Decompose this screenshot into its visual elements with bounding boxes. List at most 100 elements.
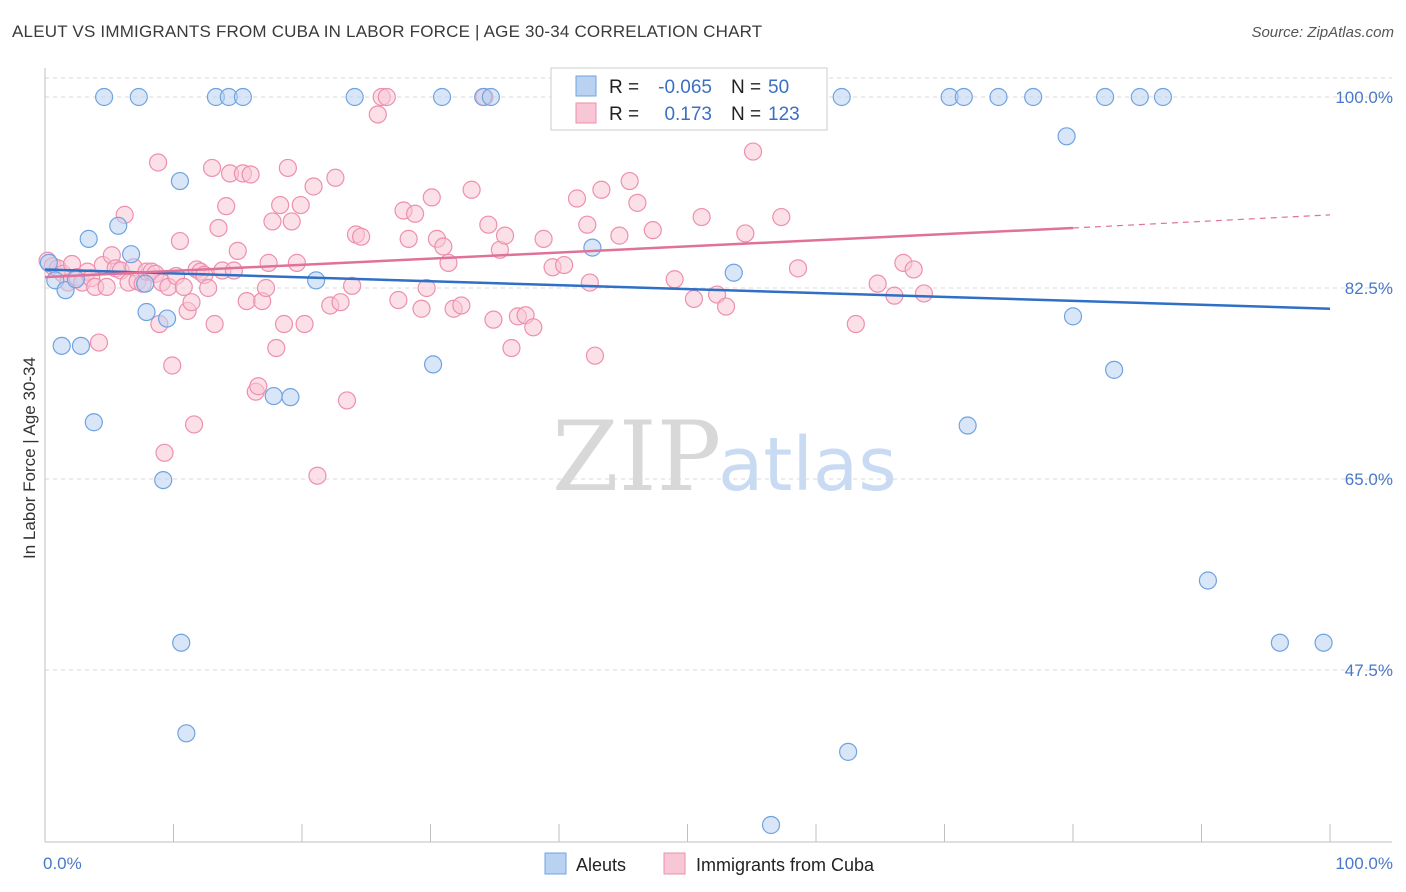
point-aleuts <box>177 724 196 743</box>
point-immigrants-from-cuba <box>495 226 515 245</box>
point-aleuts <box>832 87 851 107</box>
point-aleuts <box>724 263 743 282</box>
legend-label-cuba: Immigrants from Cuba <box>696 855 875 875</box>
point-aleuts <box>52 336 71 355</box>
point-immigrants-from-cuba <box>580 273 599 292</box>
point-aleuts <box>136 274 155 293</box>
point-aleuts <box>1130 87 1149 107</box>
legend-n-value-2: 123 <box>768 104 800 125</box>
point-immigrants-from-cuba <box>295 314 314 334</box>
point-immigrants-from-cuba <box>182 293 201 312</box>
point-immigrants-from-cuba <box>331 293 350 312</box>
point-aleuts <box>39 253 58 272</box>
point-immigrants-from-cuba <box>534 229 553 248</box>
point-aleuts <box>958 416 977 435</box>
point-immigrants-from-cuba <box>184 415 204 434</box>
point-immigrants-from-cuba <box>377 87 396 107</box>
point-immigrants-from-cuba <box>555 255 574 275</box>
point-aleuts <box>129 87 148 107</box>
point-immigrants-from-cuba <box>592 180 611 199</box>
legend-r-value-2: 0.173 <box>664 104 712 125</box>
point-immigrants-from-cuba <box>217 197 236 216</box>
point-immigrants-from-cuba <box>484 310 503 329</box>
point-immigrants-from-cuba <box>199 278 218 298</box>
point-immigrants-from-cuba <box>452 296 471 315</box>
point-immigrants-from-cuba <box>914 284 934 303</box>
point-immigrants-from-cuba <box>287 253 306 272</box>
point-aleuts <box>71 336 91 355</box>
axes: 100.0% 82.5% 65.0% 47.5% 0.0% 100.0% <box>43 68 1393 873</box>
point-immigrants-from-cuba <box>202 158 222 178</box>
point-immigrants-from-cuba <box>205 314 224 334</box>
point-aleuts <box>79 229 98 248</box>
point-immigrants-from-cuba <box>271 195 290 215</box>
point-immigrants-from-cuba <box>620 171 639 191</box>
legend-swatch-cuba <box>575 102 597 124</box>
point-aleuts <box>1024 87 1043 107</box>
point-immigrants-from-cuba <box>155 443 174 462</box>
point-immigrants-from-cuba <box>337 391 357 410</box>
point-immigrants-from-cuba <box>743 142 763 161</box>
x-tick-label-max: 100.0% <box>1335 854 1393 873</box>
legend-swatch-series-cuba <box>663 852 686 875</box>
point-immigrants-from-cuba <box>308 466 327 485</box>
point-immigrants-from-cuba <box>643 221 662 240</box>
point-immigrants-from-cuba <box>274 314 294 334</box>
point-immigrants-from-cuba <box>692 207 711 227</box>
point-immigrants-from-cuba <box>291 195 310 215</box>
point-immigrants-from-cuba <box>399 229 418 248</box>
point-aleuts <box>839 742 858 761</box>
point-aleuts <box>1057 127 1076 146</box>
point-immigrants-from-cuba <box>434 237 453 256</box>
point-immigrants-from-cuba <box>389 290 408 310</box>
point-immigrants-from-cuba <box>684 289 704 309</box>
point-immigrants-from-cuba <box>267 338 286 358</box>
point-aleuts <box>307 271 326 290</box>
point-immigrants-from-cuba <box>904 260 923 279</box>
point-aleuts <box>1270 633 1289 652</box>
point-immigrants-from-cuba <box>259 253 278 272</box>
y-tick-label: 47.5% <box>1345 661 1393 680</box>
point-immigrants-from-cuba <box>148 153 168 172</box>
point-aleuts <box>583 238 602 257</box>
point-aleuts <box>157 309 177 328</box>
point-immigrants-from-cuba <box>282 212 301 231</box>
point-aleuts <box>264 386 283 406</box>
point-immigrants-from-cuba <box>237 291 256 311</box>
series-legend: Aleuts Immigrants from Cuba <box>544 852 875 875</box>
point-immigrants-from-cuba <box>846 314 865 334</box>
point-immigrants-from-cuba <box>610 226 629 245</box>
point-immigrants-from-cuba <box>405 204 425 223</box>
point-immigrants-from-cuba <box>462 180 481 199</box>
point-immigrants-from-cuba <box>352 227 371 246</box>
point-aleuts <box>954 87 973 107</box>
point-aleuts <box>1063 307 1083 326</box>
point-immigrants-from-cuba <box>368 105 387 124</box>
point-immigrants-from-cuba <box>417 278 436 298</box>
legend-n-label-1: N = <box>731 77 761 98</box>
point-aleuts <box>423 355 443 374</box>
point-aleuts <box>1198 571 1218 590</box>
point-aleuts <box>989 87 1008 107</box>
legend-r-label-1: R = <box>609 77 639 98</box>
point-aleuts <box>121 245 141 264</box>
point-immigrants-from-cuba <box>868 274 887 293</box>
point-aleuts <box>1096 87 1115 107</box>
point-immigrants-from-cuba <box>209 218 228 238</box>
legend-n-value-1: 50 <box>768 77 789 98</box>
point-aleuts <box>1153 87 1173 107</box>
point-immigrants-from-cuba <box>422 188 441 207</box>
point-aleuts <box>281 388 300 407</box>
point-immigrants-from-cuba <box>97 277 116 297</box>
point-immigrants-from-cuba <box>170 231 190 251</box>
point-aleuts <box>66 270 85 289</box>
watermark-atlas: atlas <box>718 422 897 508</box>
source-label: Source: ZipAtlas.com <box>1251 24 1394 41</box>
point-immigrants-from-cuba <box>89 333 109 352</box>
legend-r-value-1: -0.065 <box>658 77 712 98</box>
point-immigrants-from-cuba <box>716 297 736 316</box>
trend-line-aleuts <box>44 268 1331 310</box>
point-aleuts <box>1314 633 1333 652</box>
point-immigrants-from-cuba <box>163 356 182 375</box>
legend-swatch-aleuts <box>575 75 597 97</box>
